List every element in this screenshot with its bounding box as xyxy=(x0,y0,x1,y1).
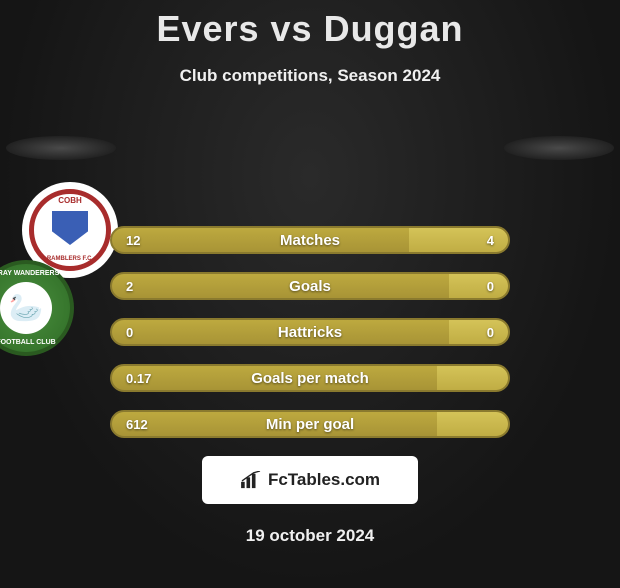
page-title: Evers vs Duggan xyxy=(0,8,620,50)
stat-bar: 0Hattricks0 xyxy=(110,318,510,346)
player-shadow-right xyxy=(504,136,614,160)
subtitle: Club competitions, Season 2024 xyxy=(0,66,620,86)
brand-box[interactable]: FcTables.com xyxy=(202,456,418,504)
bar-chart-icon xyxy=(240,471,262,489)
stat-label: Hattricks xyxy=(112,324,508,341)
stat-label: Matches xyxy=(112,232,508,249)
stat-label: Goals per match xyxy=(112,370,508,387)
stat-label: Goals xyxy=(112,278,508,295)
stat-label: Min per goal xyxy=(112,416,508,433)
crest-left-top-text: COBH xyxy=(58,196,82,205)
stat-bar: 0.17Goals per match xyxy=(110,364,510,392)
stat-bar: 612Min per goal xyxy=(110,410,510,438)
brand-text: FcTables.com xyxy=(268,470,380,490)
stat-bar: 2Goals0 xyxy=(110,272,510,300)
stat-bar: 12Matches4 xyxy=(110,226,510,254)
stats-container: 12Matches4 2Goals0 0Hattricks0 0.17Goals pe… xyxy=(0,226,620,438)
player-shadow-left xyxy=(6,136,116,160)
date-text: 19 october 2024 xyxy=(0,526,620,546)
